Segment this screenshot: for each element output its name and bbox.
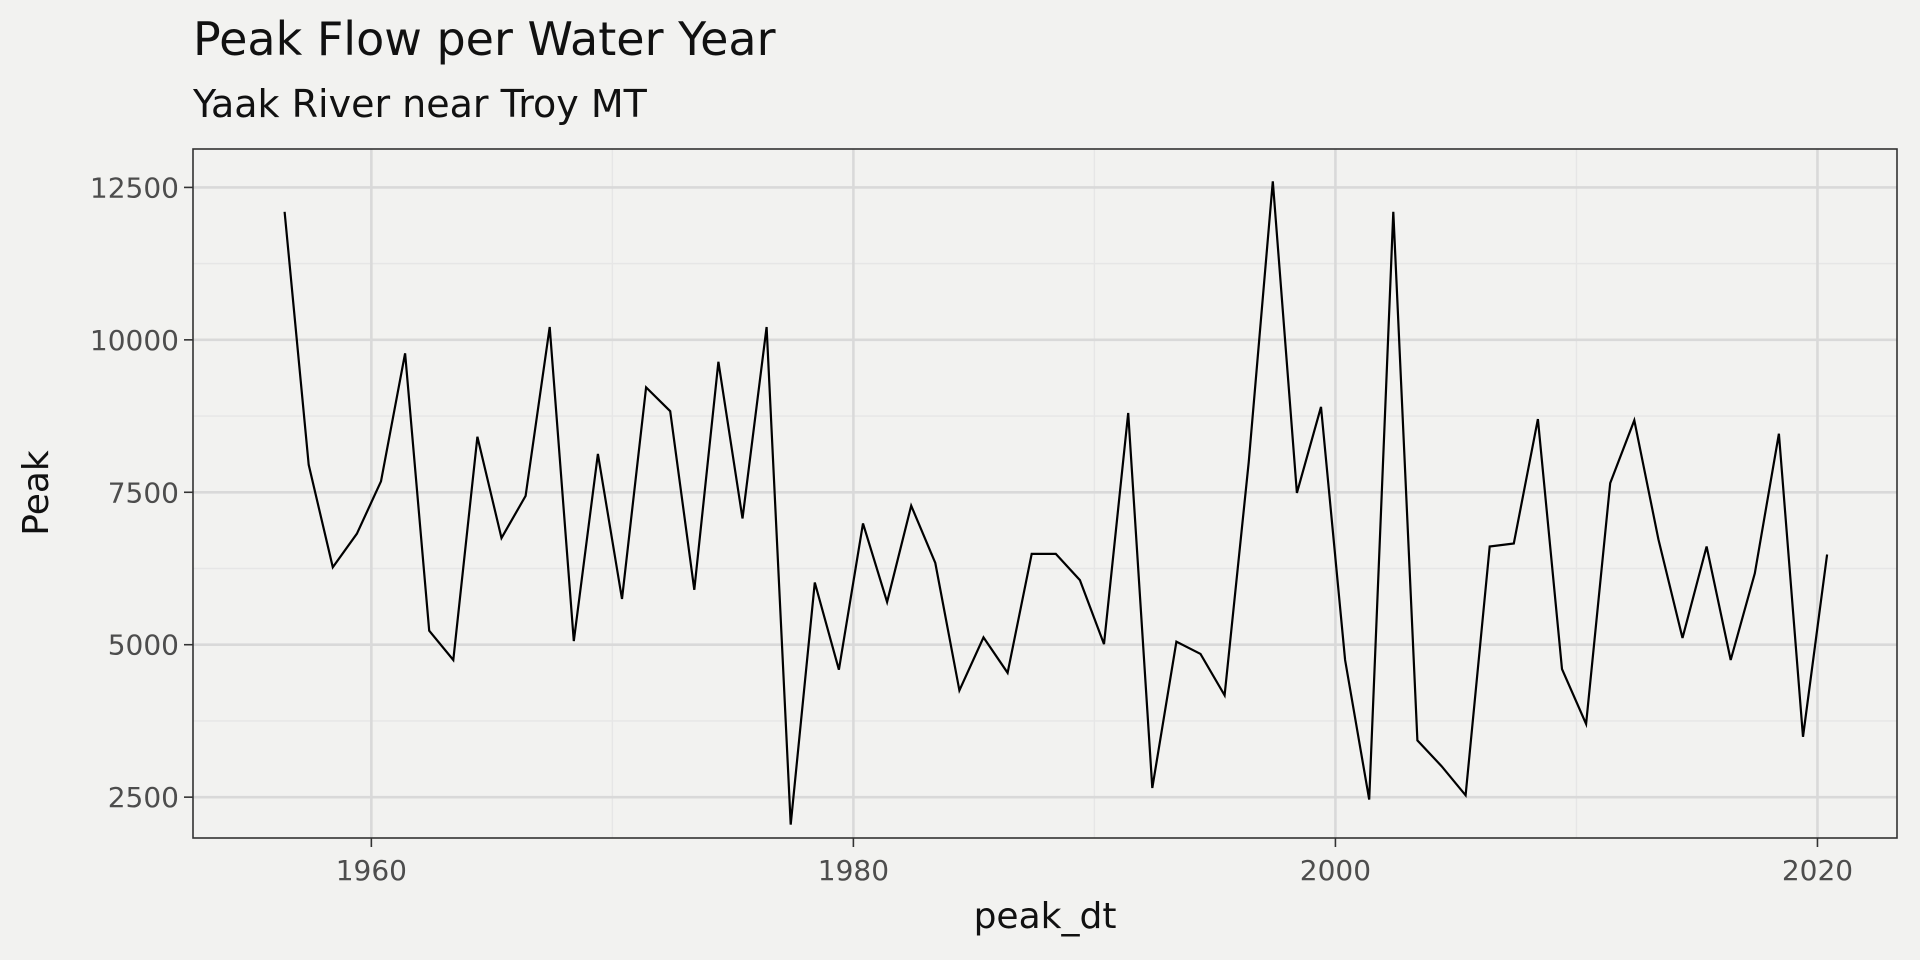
- series-group: [283, 181, 1829, 825]
- y-tick-label: 12500: [90, 171, 179, 204]
- major-gridlines: [193, 149, 1897, 838]
- x-tick-label: 2020: [1782, 854, 1853, 887]
- y-tick-label: 5000: [108, 629, 179, 662]
- y-axis-title: Peak: [16, 450, 57, 536]
- x-axis: 1960 1980 2000 2020: [336, 838, 1853, 887]
- x-axis-title: peak_dt: [974, 896, 1117, 937]
- x-tick-label: 1980: [818, 854, 889, 887]
- chart-subtitle: Yaak River near Troy MT: [192, 82, 648, 126]
- y-tick-label: 10000: [90, 324, 179, 357]
- chart-title: Peak Flow per Water Year: [193, 12, 776, 66]
- x-tick-label: 2000: [1300, 854, 1371, 887]
- plot-border: [192, 148, 1898, 839]
- series-line-peak: [283, 181, 1829, 825]
- x-tick-label: 1960: [336, 854, 407, 887]
- y-tick-label: 2500: [108, 781, 179, 814]
- y-axis: 2500 5000 7500 10000 12500: [90, 171, 193, 814]
- y-tick-label: 7500: [108, 476, 179, 509]
